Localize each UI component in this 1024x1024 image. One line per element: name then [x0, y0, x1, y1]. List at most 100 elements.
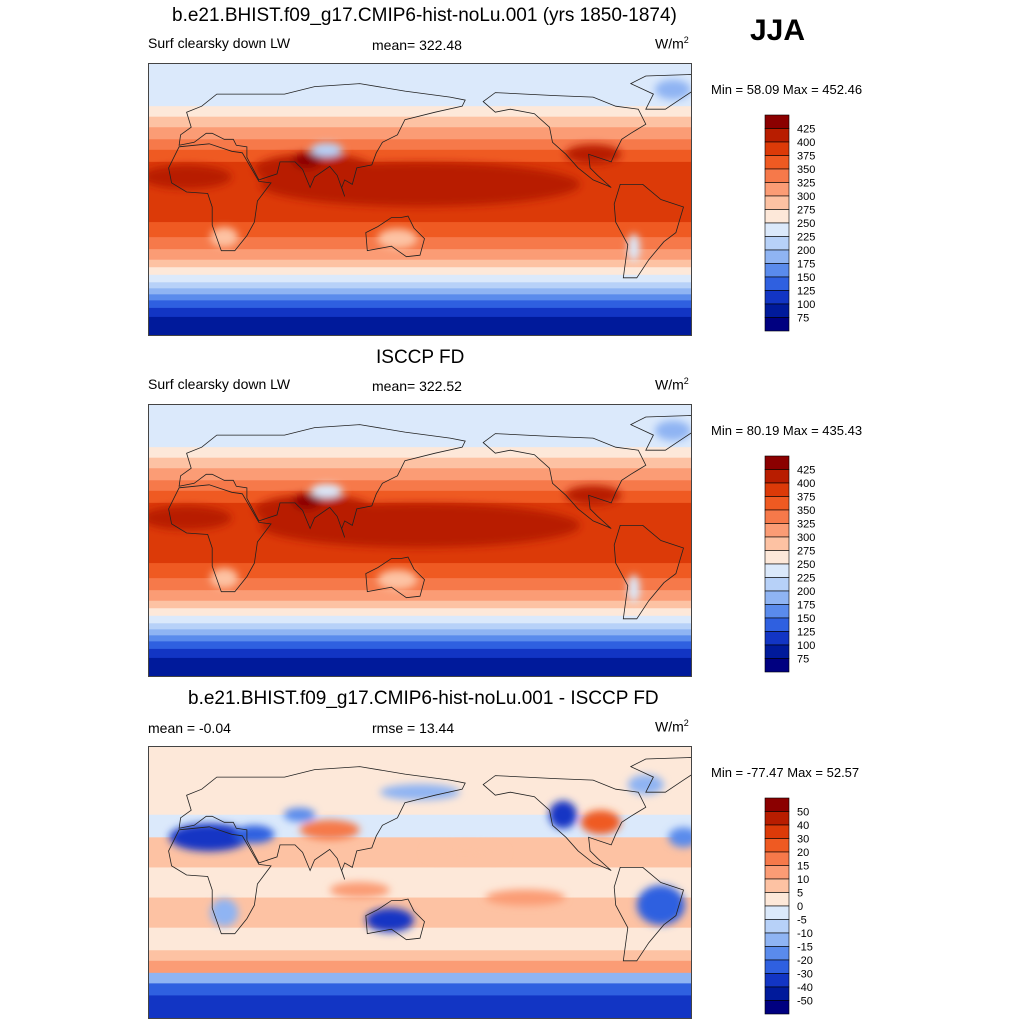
coastline-namerica	[482, 92, 647, 188]
colorbar-tick-label: 200	[797, 586, 815, 598]
colorbar-tick-label: 275	[797, 205, 815, 217]
colorbar-tick-label: 30	[797, 834, 809, 846]
colorbar-tick-label: 200	[797, 245, 815, 257]
colorbar-swatch	[764, 303, 790, 318]
coastline-eurasia	[178, 83, 466, 197]
colorbar-tick-label: 375	[797, 151, 815, 163]
colorbar-swatch	[764, 222, 790, 237]
panel1-units: W/m2	[655, 35, 689, 52]
colorbar-swatch	[764, 523, 790, 538]
coastline-greenland	[629, 74, 691, 110]
colorbar-swatch	[764, 155, 790, 170]
panel1-mean-label: mean= 322.48	[372, 37, 462, 53]
colorbar-swatch	[764, 128, 790, 143]
colorbar-swatch	[764, 168, 790, 183]
colorbar-swatch	[764, 1000, 790, 1015]
coastline-samerica	[613, 867, 684, 962]
colorbar-swatch	[764, 946, 790, 961]
colorbar-swatch	[764, 455, 790, 470]
season-label: JJA	[750, 14, 806, 47]
colorbar-tick-label: 325	[797, 519, 815, 531]
panel2-map	[148, 404, 692, 677]
panel3-colorbar: 50 40 30 20 15 10 5 0 -5 -10 -15 -20 -30 -40 -50	[764, 797, 845, 1016]
colorbar-swatch	[764, 644, 790, 659]
panel3-map	[148, 746, 692, 1019]
colorbar-tick-label: 15	[797, 861, 809, 873]
colorbar-swatch	[764, 550, 790, 565]
colorbar-swatch	[764, 919, 790, 934]
panel2-colorbar: 425 400 375 350 325 300 275 250 225 200 175 150 125 1…	[764, 455, 845, 674]
panel2-minmax: Min = 80.19 Max = 435.43	[711, 423, 863, 438]
coastline-eurasia	[178, 424, 466, 538]
panel1-title: b.e21.BHIST.f09_g17.CMIP6-hist-noLu.001 …	[172, 5, 677, 26]
colorbar-swatch	[764, 851, 790, 866]
panel3-minmax: Min = -77.47 Max = 52.57	[711, 765, 860, 780]
panel3-title: b.e21.BHIST.f09_g17.CMIP6-hist-noLu.001 …	[188, 688, 659, 709]
colorbar-swatch	[764, 182, 790, 197]
panel3-units: W/m2	[655, 718, 689, 735]
colorbar-swatch	[764, 236, 790, 251]
colorbar-tick-label: 350	[797, 164, 815, 176]
colorbar-tick-label: -10	[797, 928, 813, 940]
colorbar-swatch	[764, 469, 790, 484]
coastline-namerica	[482, 775, 647, 871]
coastline-greenland	[629, 757, 691, 793]
colorbar-swatch	[764, 658, 790, 673]
colorbar-tick-label: 250	[797, 559, 815, 571]
colorbar-swatch	[764, 276, 790, 291]
colorbar-tick-label: 375	[797, 492, 815, 504]
colorbar-swatch	[764, 973, 790, 988]
colorbar-swatch	[764, 865, 790, 880]
colorbar-tick-label: 5	[797, 888, 803, 900]
panel1-map	[148, 63, 692, 336]
colorbar-swatch	[764, 141, 790, 156]
colorbar-swatch	[764, 838, 790, 853]
colorbar-swatch	[764, 590, 790, 605]
colorbar-swatch	[764, 496, 790, 511]
coastline-australia	[365, 898, 425, 941]
coastline-greenland	[629, 415, 691, 451]
colorbar-swatch	[764, 811, 790, 826]
colorbar-tick-label: 350	[797, 505, 815, 517]
panel2-title: ISCCP FD	[376, 347, 465, 368]
colorbar-tick-label: 150	[797, 613, 815, 625]
colorbar-tick-label: -30	[797, 969, 813, 981]
colorbar-tick-label: 225	[797, 232, 815, 244]
colorbar-tick-label: 150	[797, 272, 815, 284]
coastline-australia	[365, 556, 425, 599]
coastline-samerica	[613, 525, 684, 620]
colorbar-tick-label: 400	[797, 137, 815, 149]
colorbar-swatch	[764, 249, 790, 264]
colorbar-tick-label: 100	[797, 299, 815, 311]
colorbar-tick-label: 75	[797, 313, 809, 325]
colorbar-swatch	[764, 577, 790, 592]
panel1-minmax: Min = 58.09 Max = 452.46	[711, 82, 863, 97]
colorbar-tick-label: 425	[797, 465, 815, 477]
colorbar-swatch	[764, 631, 790, 646]
panel1-variable-label: Surf clearsky down LW	[148, 35, 291, 51]
colorbar-swatch	[764, 317, 790, 332]
colorbar-swatch	[764, 482, 790, 497]
coastline-australia	[365, 215, 425, 258]
coastline-africa	[168, 143, 272, 252]
colorbar-tick-label: -5	[797, 915, 807, 927]
colorbar-tick-label: 20	[797, 847, 809, 859]
colorbar-tick-label: 40	[797, 820, 809, 832]
colorbar-tick-label: 425	[797, 124, 815, 136]
panel1-colorbar: 425 400 375 350 325 300 275 250 225 200 175 150 125 1…	[764, 114, 845, 333]
colorbar-swatch	[764, 509, 790, 524]
coastline-africa	[168, 826, 272, 935]
colorbar-swatch	[764, 114, 790, 129]
colorbar-swatch	[764, 209, 790, 224]
panel3-rmse-label: rmse = 13.44	[372, 720, 455, 736]
colorbar-tick-label: 175	[797, 259, 815, 271]
colorbar-swatch	[764, 195, 790, 210]
colorbar-tick-label: 100	[797, 640, 815, 652]
colorbar-swatch	[764, 932, 790, 947]
colorbar-swatch	[764, 824, 790, 839]
colorbar-swatch	[764, 959, 790, 974]
colorbar-swatch	[764, 878, 790, 893]
colorbar-tick-label: 325	[797, 178, 815, 190]
colorbar-tick-label: -40	[797, 982, 813, 994]
panel2-units: W/m2	[655, 376, 689, 393]
